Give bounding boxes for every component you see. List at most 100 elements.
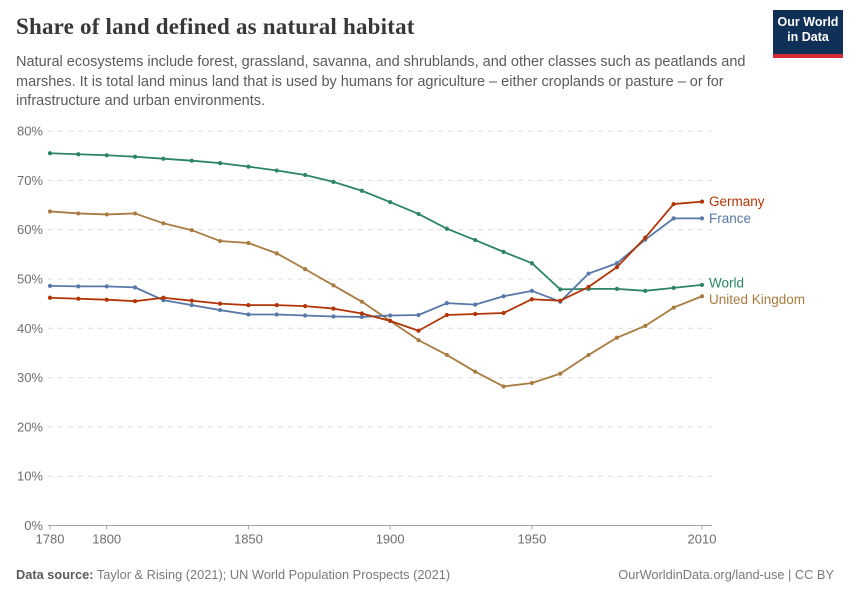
point-germany-2000[interactable] (671, 201, 676, 207)
point-germany-1970[interactable] (586, 284, 591, 289)
point-world-1790[interactable] (76, 152, 81, 157)
point-united-kingdom-1780[interactable] (47, 209, 53, 214)
point-germany-1880[interactable] (331, 306, 336, 311)
owid-license-link[interactable]: OurWorldinData.org/land-use | CC BY (618, 567, 834, 582)
point-france-2010[interactable] (699, 216, 705, 221)
point-france-1940[interactable] (501, 294, 506, 299)
point-france-1970[interactable] (586, 271, 591, 276)
point-united-kingdom-1930[interactable] (473, 369, 478, 374)
point-france-1840[interactable] (217, 307, 223, 313)
point-world-1880[interactable] (331, 179, 336, 184)
point-germany-1950[interactable] (529, 297, 535, 302)
point-france-1870[interactable] (303, 313, 308, 318)
point-world-1960[interactable] (558, 287, 563, 292)
point-world-1850[interactable] (246, 164, 251, 169)
point-united-kingdom-1880[interactable] (331, 283, 336, 288)
point-world-1890[interactable] (359, 188, 364, 193)
point-united-kingdom-1830[interactable] (189, 228, 194, 233)
point-germany-1820[interactable] (161, 295, 166, 300)
point-france-1950[interactable] (529, 288, 535, 293)
point-germany-1830[interactable] (189, 298, 194, 303)
point-germany-1920[interactable] (444, 312, 449, 318)
point-united-kingdom-1870[interactable] (303, 267, 308, 272)
point-united-kingdom-1910[interactable] (416, 338, 421, 343)
point-germany-1860[interactable] (274, 303, 279, 308)
point-world-1870[interactable] (303, 172, 308, 178)
line-united-kingdom[interactable] (49, 210, 703, 388)
point-germany-1870[interactable] (303, 304, 308, 309)
point-germany-2010[interactable] (699, 199, 705, 204)
point-united-kingdom-1990[interactable] (643, 323, 648, 328)
point-world-1860[interactable] (274, 168, 279, 173)
point-germany-1780[interactable] (47, 295, 53, 300)
point-germany-1840[interactable] (217, 301, 223, 306)
point-united-kingdom-2010[interactable] (699, 294, 705, 299)
point-world-1820[interactable] (161, 156, 166, 161)
point-germany-1850[interactable] (246, 303, 251, 308)
point-germany-1900[interactable] (388, 318, 393, 324)
point-france-1800[interactable] (104, 284, 109, 289)
series-label-france[interactable]: France (709, 211, 751, 226)
point-france-1810[interactable] (132, 285, 138, 290)
point-france-1920[interactable] (444, 301, 449, 306)
point-united-kingdom-1970[interactable] (586, 352, 591, 358)
point-world-1920[interactable] (444, 226, 449, 231)
point-united-kingdom-1980[interactable] (614, 335, 620, 340)
point-world-1780[interactable] (47, 151, 53, 156)
point-world-2010[interactable] (699, 282, 705, 288)
point-world-1950[interactable] (529, 261, 535, 266)
point-germany-1910[interactable] (416, 328, 421, 333)
point-germany-1810[interactable] (132, 299, 138, 304)
point-france-1790[interactable] (76, 284, 81, 289)
point-france-1860[interactable] (274, 312, 279, 317)
point-germany-1790[interactable] (76, 296, 81, 301)
series-label-world[interactable]: World (709, 275, 744, 290)
point-germany-1800[interactable] (104, 297, 109, 302)
point-united-kingdom-1840[interactable] (217, 238, 223, 244)
point-world-1990[interactable] (643, 288, 648, 293)
point-germany-1940[interactable] (501, 310, 506, 316)
point-united-kingdom-1860[interactable] (274, 251, 279, 256)
point-france-1780[interactable] (47, 283, 53, 289)
point-united-kingdom-1820[interactable] (161, 221, 166, 226)
point-world-1800[interactable] (104, 153, 109, 158)
point-united-kingdom-1950[interactable] (529, 380, 535, 386)
series-label-germany[interactable]: Germany (709, 194, 765, 209)
point-world-1980[interactable] (614, 286, 620, 291)
point-world-1910[interactable] (416, 211, 421, 217)
point-united-kingdom-1890[interactable] (359, 299, 364, 304)
point-world-2000[interactable] (671, 285, 676, 290)
point-france-1980[interactable] (614, 261, 620, 266)
point-france-2000[interactable] (671, 216, 676, 221)
point-world-1840[interactable] (217, 161, 223, 166)
line-france[interactable] (49, 217, 702, 318)
point-germany-1960[interactable] (558, 298, 563, 303)
point-germany-1930[interactable] (473, 311, 478, 317)
point-united-kingdom-1800[interactable] (104, 212, 109, 217)
point-united-kingdom-1850[interactable] (246, 240, 251, 246)
point-world-1940[interactable] (501, 249, 506, 254)
point-world-1930[interactable] (473, 237, 478, 243)
line-germany[interactable] (49, 200, 703, 332)
point-france-1900[interactable] (388, 313, 393, 318)
point-united-kingdom-2000[interactable] (671, 305, 676, 310)
point-germany-1990[interactable] (643, 235, 648, 240)
point-france-1850[interactable] (246, 312, 251, 317)
point-germany-1890[interactable] (359, 311, 364, 316)
point-france-1890[interactable] (359, 314, 364, 320)
point-france-1910[interactable] (416, 312, 421, 318)
point-france-1930[interactable] (473, 302, 478, 307)
point-united-kingdom-1920[interactable] (444, 352, 449, 358)
point-united-kingdom-1790[interactable] (76, 211, 81, 216)
line-world[interactable] (49, 152, 703, 292)
series-label-united-kingdom[interactable]: United Kingdom (709, 292, 805, 307)
point-world-1810[interactable] (132, 154, 138, 159)
point-world-1830[interactable] (189, 158, 194, 163)
point-united-kingdom-1940[interactable] (501, 384, 506, 389)
point-france-1880[interactable] (331, 314, 336, 319)
point-france-1830[interactable] (189, 303, 194, 308)
point-united-kingdom-1810[interactable] (132, 211, 138, 216)
point-united-kingdom-1960[interactable] (558, 371, 563, 376)
point-world-1900[interactable] (388, 199, 393, 205)
owid-logo[interactable]: Our World in Data (773, 10, 843, 58)
